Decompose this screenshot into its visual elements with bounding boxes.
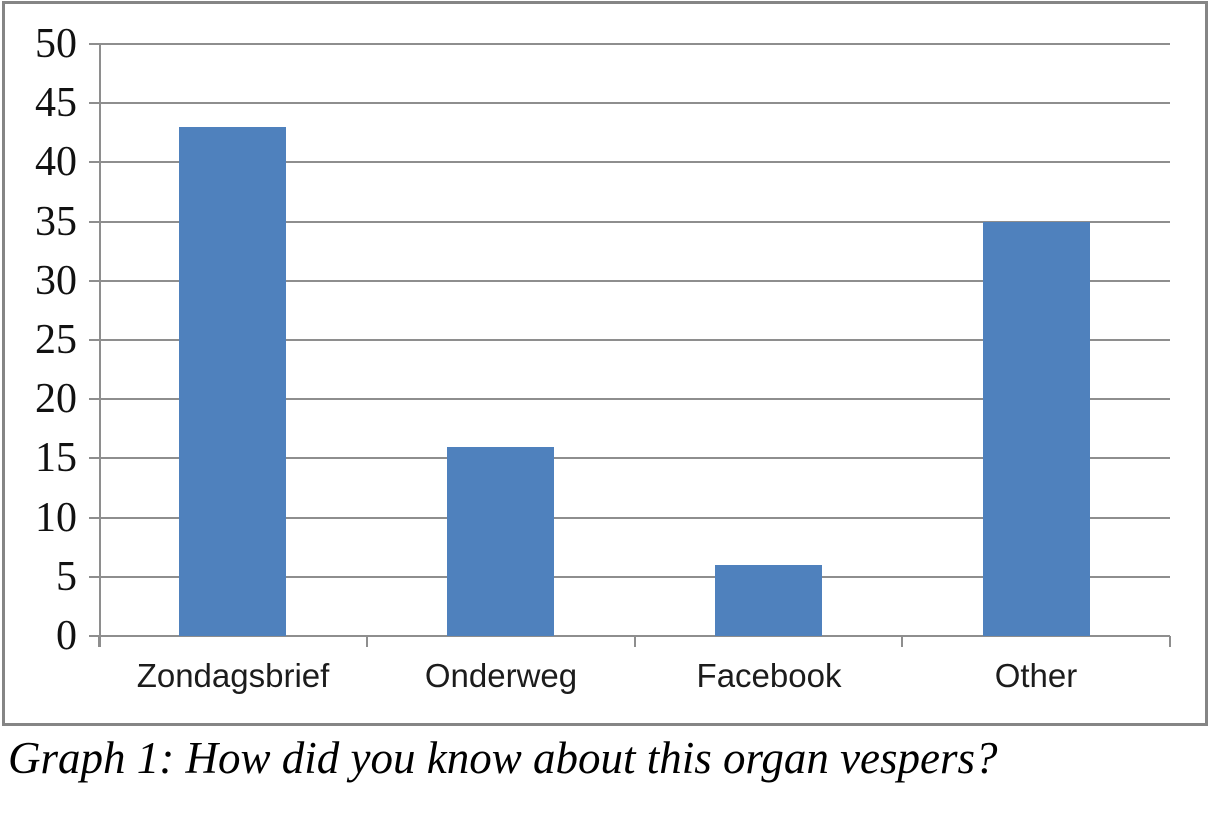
y-tick-label: 10	[35, 495, 77, 541]
y-tick-label: 0	[56, 613, 77, 659]
y-tick-label: 30	[35, 258, 77, 304]
x-axis-tick	[1169, 636, 1171, 647]
y-tick-label: 50	[35, 21, 77, 67]
x-category-label: Facebook	[696, 657, 842, 694]
bar-facebook	[715, 565, 822, 636]
y-axis-tick	[89, 398, 99, 400]
y-gridline	[99, 102, 1170, 104]
figure-caption: Graph 1: How did you know about this org…	[8, 733, 998, 783]
y-gridline	[99, 280, 1170, 282]
y-axis-tick	[89, 280, 99, 282]
bar-other	[983, 222, 1090, 636]
y-axis-tick	[89, 457, 99, 459]
bar-onderweg	[447, 447, 554, 636]
y-gridline	[99, 339, 1170, 341]
y-gridline	[99, 43, 1170, 45]
y-gridline	[99, 517, 1170, 519]
y-gridline	[99, 457, 1170, 459]
y-axis-tick	[89, 576, 99, 578]
y-gridline	[99, 398, 1170, 400]
y-tick-label: 15	[35, 435, 77, 481]
x-axis-tick	[366, 636, 368, 647]
y-axis-tick	[89, 102, 99, 104]
y-axis-tick	[89, 43, 99, 45]
x-category-label: Onderweg	[424, 657, 578, 694]
chart-frame: 0 5 10 15 20 25 30 35 40 45 50 Zondagsbrief Onderweg…	[2, 1, 1208, 726]
y-axis-line	[99, 44, 101, 647]
x-category-label: Zondagsbrief	[136, 657, 330, 694]
y-tick-label: 5	[56, 554, 77, 600]
y-axis-tick	[89, 161, 99, 163]
y-axis-tick	[89, 517, 99, 519]
y-tick-label: 20	[35, 376, 77, 422]
bar-zondagsbrief	[179, 127, 286, 636]
y-gridline	[99, 221, 1170, 223]
y-tick-label: 45	[35, 80, 77, 126]
x-category-label: Other	[994, 657, 1078, 694]
y-gridline	[99, 576, 1170, 578]
x-axis-tick	[98, 636, 100, 647]
y-axis-tick	[89, 221, 99, 223]
y-tick-label: 40	[35, 139, 77, 185]
x-axis-tick	[634, 636, 636, 647]
y-axis-tick	[89, 339, 99, 341]
y-gridline	[99, 161, 1170, 163]
y-tick-label: 35	[35, 199, 77, 245]
y-axis-tick	[89, 635, 99, 637]
x-axis-tick	[901, 636, 903, 647]
y-tick-label: 25	[35, 317, 77, 363]
